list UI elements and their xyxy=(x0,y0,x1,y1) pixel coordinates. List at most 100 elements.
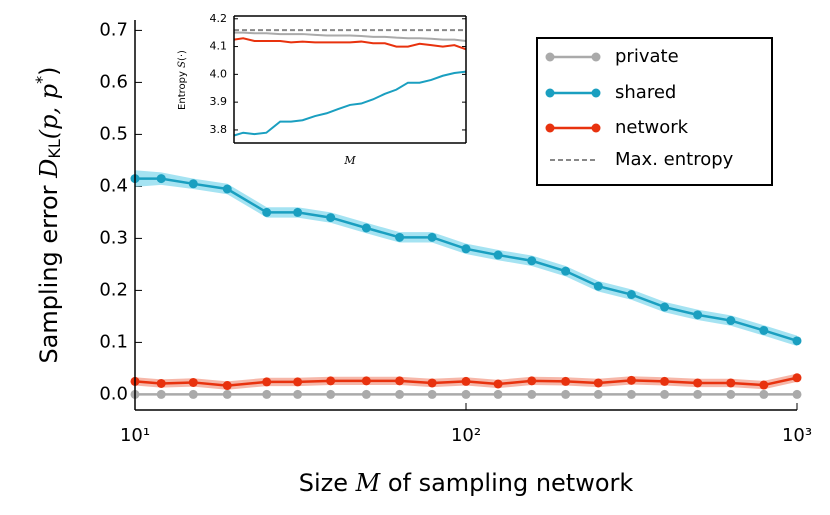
legend-label: private xyxy=(615,46,679,67)
data-point xyxy=(262,389,272,399)
data-point xyxy=(293,377,303,387)
x-tick-label: 10¹ xyxy=(120,425,150,446)
data-point xyxy=(626,389,636,399)
data-point xyxy=(792,373,802,383)
data-point xyxy=(427,232,437,242)
data-point xyxy=(188,389,198,399)
data-point xyxy=(156,389,166,399)
y-tick-label: 0.3 xyxy=(99,227,128,248)
y-tick-label: 0.4 xyxy=(99,175,128,196)
data-point xyxy=(262,377,272,387)
y-tick-label: 0.2 xyxy=(99,279,128,300)
data-point xyxy=(759,389,769,399)
data-point xyxy=(693,378,703,388)
data-point xyxy=(156,174,166,184)
data-point xyxy=(222,389,232,399)
inset-y-axis-label-part: S xyxy=(177,61,188,68)
y-tick-label: 3.9 xyxy=(210,95,228,108)
data-point xyxy=(527,376,537,386)
inset-x-axis-label: M xyxy=(343,154,356,167)
data-point xyxy=(361,223,371,233)
data-point xyxy=(759,325,769,335)
data-point xyxy=(561,389,571,399)
inset-y-axis-label-part: (·) xyxy=(177,50,188,61)
data-point xyxy=(361,376,371,386)
data-point xyxy=(792,336,802,346)
data-point xyxy=(726,378,736,388)
series-line xyxy=(234,31,467,43)
data-point xyxy=(493,389,503,399)
data-point xyxy=(493,379,503,389)
data-point xyxy=(461,244,471,254)
legend-label: network xyxy=(615,117,689,138)
legend-marker xyxy=(545,123,555,133)
y-tick-label: 4.1 xyxy=(210,40,228,53)
data-point xyxy=(222,184,232,194)
data-point xyxy=(427,389,437,399)
data-point xyxy=(593,378,603,388)
y-tick-label: 4.0 xyxy=(210,67,228,80)
data-point xyxy=(759,380,769,390)
data-point xyxy=(262,207,272,217)
y-tick-label: 0.6 xyxy=(99,71,128,92)
data-point xyxy=(493,250,503,260)
data-point xyxy=(792,389,802,399)
data-point xyxy=(326,376,336,386)
x-axis-label: Size M of sampling network xyxy=(299,469,634,498)
data-point xyxy=(660,389,670,399)
series-line xyxy=(233,37,467,51)
y-axis-label-part: * xyxy=(32,76,51,84)
data-point xyxy=(156,378,166,388)
y-axis-label: Sampling error DKL(p, p*) xyxy=(32,66,64,363)
x-axis-label-part: of sampling network xyxy=(380,469,633,497)
data-point xyxy=(461,389,471,399)
legend-label: shared xyxy=(615,82,676,103)
y-axis-label-part: (p, p xyxy=(35,84,63,139)
data-point xyxy=(726,389,736,399)
series-line xyxy=(233,70,467,137)
data-point xyxy=(626,290,636,300)
legend-marker xyxy=(545,88,555,98)
legend-marker xyxy=(591,52,601,62)
data-point xyxy=(593,389,603,399)
inset-x-axis-label-part: M xyxy=(343,154,356,167)
legend-label: Max. entropy xyxy=(615,149,734,170)
error-band xyxy=(135,170,797,347)
data-point xyxy=(693,310,703,320)
x-axis-label-part: M xyxy=(355,469,382,497)
data-point xyxy=(361,389,371,399)
data-point xyxy=(188,179,198,189)
legend-marker xyxy=(591,88,601,98)
data-point xyxy=(527,256,537,266)
data-point xyxy=(293,389,303,399)
data-point xyxy=(395,232,405,242)
y-axis-label-part: Sampling error xyxy=(35,178,63,364)
data-point xyxy=(527,389,537,399)
data-point xyxy=(326,213,336,223)
data-point xyxy=(561,266,571,276)
y-tick-label: 0.5 xyxy=(99,123,128,144)
y-tick-label: 0.0 xyxy=(99,383,128,404)
y-axis-label-part: D xyxy=(35,159,63,179)
data-point xyxy=(726,316,736,326)
y-tick-label: 3.8 xyxy=(210,123,228,136)
legend-marker xyxy=(591,123,601,133)
y-tick-label: 0.7 xyxy=(99,19,128,40)
data-point xyxy=(593,281,603,291)
legend-marker xyxy=(545,52,555,62)
inset-background xyxy=(234,16,466,143)
data-point xyxy=(222,381,232,391)
y-axis-label-part: KL xyxy=(45,139,64,158)
data-point xyxy=(395,376,405,386)
x-tick-label: 10² xyxy=(451,425,481,446)
data-point xyxy=(395,389,405,399)
data-point xyxy=(427,378,437,388)
data-point xyxy=(626,375,636,385)
data-point xyxy=(660,376,670,386)
x-axis-label-part: Size xyxy=(299,469,356,497)
inset-y-axis-label-part: Entropy xyxy=(177,68,188,110)
x-tick-label: 10³ xyxy=(782,425,812,446)
y-axis-label-part: ) xyxy=(35,66,63,75)
data-point xyxy=(293,207,303,217)
